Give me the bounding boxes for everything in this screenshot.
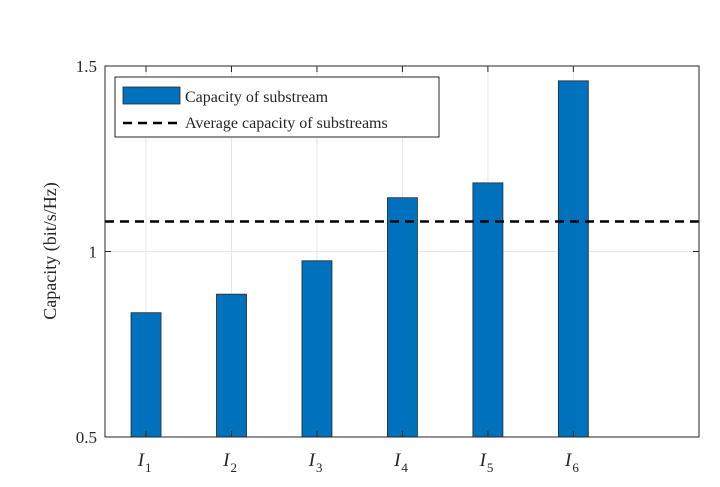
- bar-i4: [387, 197, 418, 438]
- bar-i3: [301, 260, 333, 438]
- x-tick-label-sub: 5: [487, 460, 494, 475]
- bar-i6: [557, 80, 589, 438]
- x-tick-label-main: I: [308, 450, 317, 471]
- legend-label-capacity: Capacity of substream: [185, 89, 329, 106]
- bar-i1: [130, 312, 162, 438]
- y-tick-labels: 0.5 1 1.5: [76, 57, 97, 447]
- legend-label-average: Average capacity of substreams: [185, 115, 388, 132]
- x-tick-label-main: I: [564, 450, 573, 471]
- y-tick-label: 1.5: [76, 57, 97, 76]
- y-axis-title: Capacity (bit/s/Hz): [40, 182, 61, 319]
- legend: Capacity of substream Average capacity o…: [114, 76, 440, 138]
- bar-i2: [216, 293, 247, 438]
- x-tick-label-main: I: [222, 450, 231, 471]
- x-tick-label-sub: 6: [572, 460, 579, 475]
- x-tick-label-sub: 3: [316, 460, 323, 475]
- x-tick-label-main: I: [137, 450, 146, 471]
- legend-swatch-capacity: [122, 86, 181, 105]
- x-tick-label-main: I: [393, 450, 402, 471]
- y-tick-label: 0.5: [76, 428, 97, 447]
- x-tick-label-main: I: [479, 450, 488, 471]
- x-tick-label-sub: 4: [401, 460, 408, 475]
- x-tick-label-sub: 2: [230, 460, 237, 475]
- x-tick-label-sub: 1: [145, 460, 152, 475]
- y-tick-label: 1: [89, 243, 98, 262]
- axis-ticks: [105, 65, 699, 438]
- bars: [130, 80, 589, 438]
